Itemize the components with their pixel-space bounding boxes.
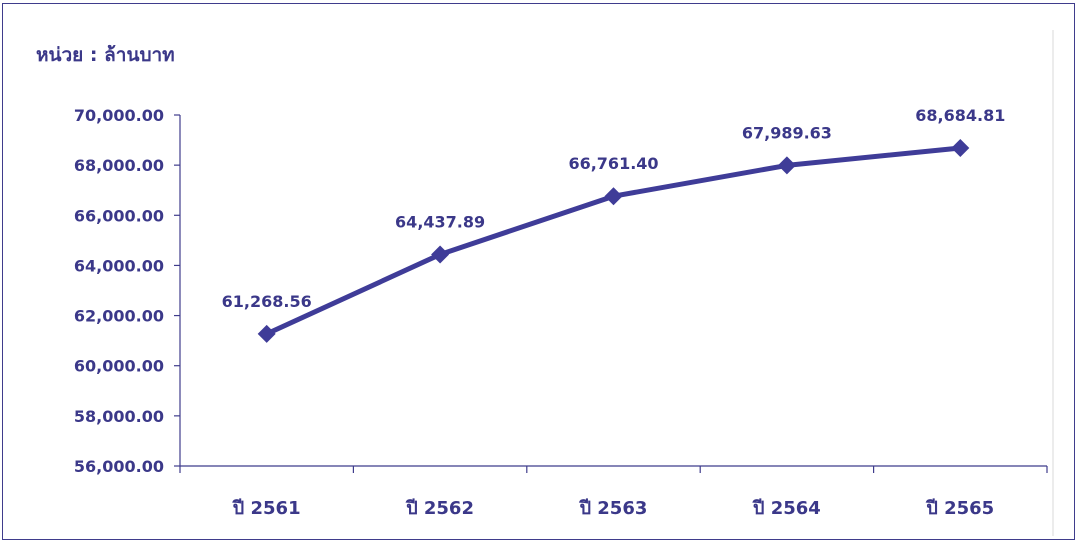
y-axis: 56,000.00 58,000.00 60,000.00 62,000.00 64,0… <box>74 106 181 476</box>
x-category-label: ปี 2565 <box>925 498 994 519</box>
y-tick-label: 58,000.00 <box>74 407 164 426</box>
y-tick-label: 62,000.00 <box>74 307 164 326</box>
y-tick-label: 66,000.00 <box>74 206 164 225</box>
data-label: 68,684.81 <box>915 106 1005 125</box>
data-point-marker <box>951 138 970 157</box>
unit-label: หน่วย : ล้านบาท <box>36 44 175 66</box>
data-label: 61,268.56 <box>222 292 312 311</box>
x-category-label: ปี 2561 <box>231 498 300 519</box>
y-tick-label: 64,000.00 <box>74 256 164 275</box>
data-point-marker <box>431 245 450 264</box>
data-point-marker <box>257 324 276 343</box>
x-category-label: ปี 2564 <box>752 498 821 519</box>
series-line <box>264 145 963 337</box>
data-label: 67,989.63 <box>742 123 832 142</box>
y-tick-label: 60,000.00 <box>74 357 164 376</box>
series-group <box>257 138 970 343</box>
data-label: 66,761.40 <box>568 154 658 173</box>
y-tick-label: 56,000.00 <box>74 457 164 476</box>
y-tick-label: 70,000.00 <box>74 106 164 125</box>
chart-frame <box>2 3 1075 540</box>
x-axis: ปี 2561 ปี 2562 ปี 2563 ปี 2564 ปี 2565 <box>179 465 1048 519</box>
x-category-label: ปี 2562 <box>405 498 474 519</box>
data-point-marker <box>777 156 796 175</box>
y-tick-label: 68,000.00 <box>74 156 164 175</box>
data-point-marker <box>604 187 623 206</box>
data-label: 64,437.89 <box>395 212 485 231</box>
data-labels-group: 61,268.56 64,437.89 66,761.40 67,989.63 68,6… <box>222 106 1006 311</box>
x-category-label: ปี 2563 <box>578 498 647 519</box>
